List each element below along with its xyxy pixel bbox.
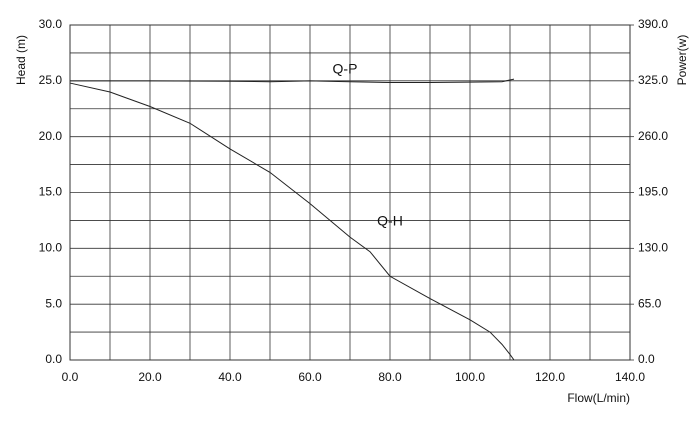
y-tick-label: 15.0 <box>39 185 63 199</box>
y-axis-label: Head (m) <box>14 35 28 85</box>
series-line <box>69 82 515 361</box>
x-tick-label: 120.0 <box>535 370 565 384</box>
y-tick-label: 30.0 <box>39 17 63 31</box>
x-tick-label: 140.0 <box>615 370 645 384</box>
y2-tick-label: 195.0 <box>638 185 668 199</box>
y2-tick-label: 325.0 <box>638 73 668 87</box>
plot-frame <box>69 24 631 361</box>
y2-tick-label: 0.0 <box>638 352 655 366</box>
series-line <box>70 78 515 84</box>
y2-axis-label: Power(w) <box>675 35 689 86</box>
y2-tick-label: 390.0 <box>638 17 668 31</box>
y2-tick-label: 130.0 <box>638 241 668 255</box>
series-label: Q-H <box>377 212 403 228</box>
y2-tick-label: 260.0 <box>638 129 668 143</box>
y-tick-label: 10.0 <box>39 241 63 255</box>
x-tick-label: 80.0 <box>378 370 402 384</box>
x-axis-label: Flow(L/min) <box>567 391 630 405</box>
y-tick-label: 20.0 <box>39 129 63 143</box>
x-tick-label: 60.0 <box>298 370 322 384</box>
y-tick-label: 5.0 <box>45 296 62 310</box>
x-tick-label: 100.0 <box>455 370 485 384</box>
y-tick-label: 0.0 <box>45 352 62 366</box>
series-label: Q-P <box>333 60 358 76</box>
x-tick-label: 0.0 <box>62 370 79 384</box>
y-tick-label: 25.0 <box>39 73 63 87</box>
y2-tick-label: 65.0 <box>638 296 662 310</box>
x-tick-label: 40.0 <box>218 370 242 384</box>
x-tick-label: 20.0 <box>138 370 162 384</box>
